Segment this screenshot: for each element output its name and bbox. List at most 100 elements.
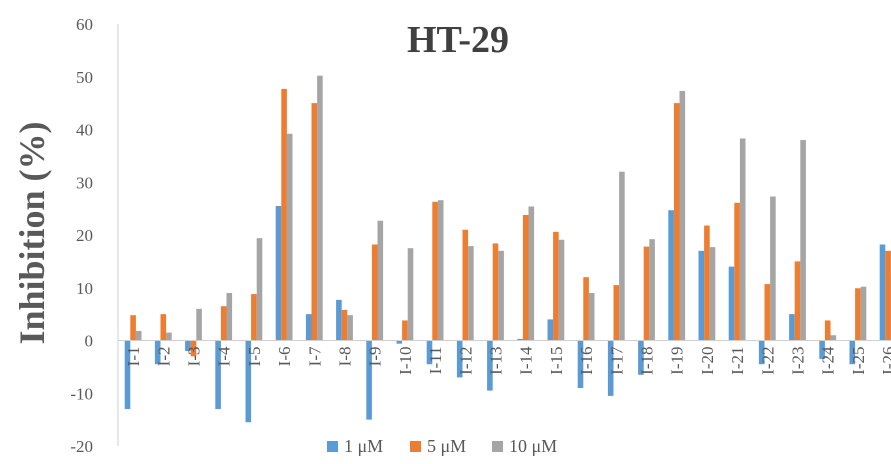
bar xyxy=(770,196,776,340)
x-tick-label: I-2 xyxy=(154,347,173,367)
x-tick-label: I-6 xyxy=(275,347,294,367)
bar xyxy=(438,200,444,340)
bar xyxy=(855,288,861,340)
x-tick-label: I-5 xyxy=(245,347,264,367)
y-tick-label: 60 xyxy=(76,15,93,34)
bar xyxy=(789,314,795,340)
bar xyxy=(800,140,806,340)
bar xyxy=(825,320,831,340)
bar xyxy=(402,320,408,340)
legend: 1 μM 5 μM 10 μM xyxy=(327,436,557,456)
bar xyxy=(136,331,142,341)
x-tick-label: I-19 xyxy=(668,347,687,375)
bar xyxy=(312,103,318,340)
legend-swatch xyxy=(492,441,503,452)
bar xyxy=(795,261,801,340)
y-tick-label: 40 xyxy=(76,121,93,140)
bar xyxy=(619,172,625,341)
bar xyxy=(548,319,554,340)
y-tick-label: 30 xyxy=(76,173,93,192)
y-axis-title: Inhibition (%) xyxy=(12,121,52,344)
bar xyxy=(880,244,886,340)
x-tick-label: I-7 xyxy=(305,346,324,366)
bar xyxy=(281,89,287,341)
legend-swatch xyxy=(327,441,338,452)
bar xyxy=(161,314,167,340)
bar xyxy=(468,246,474,340)
bar xyxy=(342,310,348,341)
bar xyxy=(729,267,735,341)
bar xyxy=(523,215,529,341)
x-tick-label: I-10 xyxy=(396,347,415,375)
bar xyxy=(831,335,837,340)
bar xyxy=(372,244,378,340)
legend-label: 5 μM xyxy=(427,436,466,456)
x-tick-label: I-9 xyxy=(366,347,385,367)
bar xyxy=(347,315,353,340)
bar xyxy=(166,333,172,341)
x-tick-label: I-12 xyxy=(456,347,475,375)
x-tick-label: I-23 xyxy=(789,347,808,375)
bar xyxy=(649,239,655,340)
y-tick-label: 20 xyxy=(76,226,93,245)
legend-swatch xyxy=(410,441,421,452)
bar xyxy=(408,248,414,340)
y-tick-label: 10 xyxy=(76,279,93,298)
bar xyxy=(317,76,323,341)
bar xyxy=(257,238,263,340)
x-tick-label: I-20 xyxy=(698,347,717,375)
bar xyxy=(306,314,312,340)
bar xyxy=(227,293,233,340)
x-tick-label: I-24 xyxy=(819,346,838,375)
bar xyxy=(710,247,716,340)
bar xyxy=(861,287,867,341)
bar xyxy=(674,103,680,340)
bar xyxy=(699,251,705,341)
y-axis: -20 -10 0 10 20 30 40 50 60 xyxy=(70,15,118,456)
bar xyxy=(583,277,589,340)
bar xyxy=(529,207,535,341)
chart-title: HT-29 xyxy=(407,19,509,61)
legend-label: 1 μM xyxy=(344,436,383,456)
bar xyxy=(589,293,595,340)
y-tick-label: -10 xyxy=(70,384,93,403)
bar xyxy=(130,315,136,340)
x-tick-label: I-11 xyxy=(426,347,445,375)
x-tick-label: I-26 xyxy=(879,347,891,375)
bar xyxy=(885,251,891,341)
bar xyxy=(680,91,686,341)
bar xyxy=(463,230,469,341)
bar xyxy=(221,306,227,340)
bar xyxy=(432,202,438,341)
bar xyxy=(704,226,710,341)
x-tick-label: I-18 xyxy=(638,347,657,375)
x-tick-label: I-16 xyxy=(577,347,596,375)
x-tick-label: I-22 xyxy=(758,347,777,375)
bar xyxy=(553,232,559,341)
bar xyxy=(559,240,565,341)
bar xyxy=(614,285,620,340)
bar xyxy=(378,221,384,341)
x-tick-label: I-13 xyxy=(487,347,506,375)
bar xyxy=(287,134,293,341)
bar xyxy=(644,247,650,341)
bar xyxy=(765,284,771,340)
x-tick-label: I-15 xyxy=(547,347,566,375)
y-tick-label: 50 xyxy=(76,68,93,87)
y-tick-label: -20 xyxy=(70,437,93,456)
x-tick-label: I-17 xyxy=(607,346,626,375)
x-tick-label: I-3 xyxy=(185,347,204,367)
bar xyxy=(251,294,257,340)
bar xyxy=(276,206,282,341)
x-tick-label: I-21 xyxy=(728,347,747,375)
bar xyxy=(493,243,499,340)
bar xyxy=(196,309,202,341)
bar xyxy=(668,210,674,340)
y-tick-label: 0 xyxy=(85,332,94,351)
bar xyxy=(336,300,342,341)
x-tick-label: I-1 xyxy=(124,347,143,367)
x-tick-label: I-8 xyxy=(336,347,355,367)
legend-label: 10 μM xyxy=(509,436,557,456)
